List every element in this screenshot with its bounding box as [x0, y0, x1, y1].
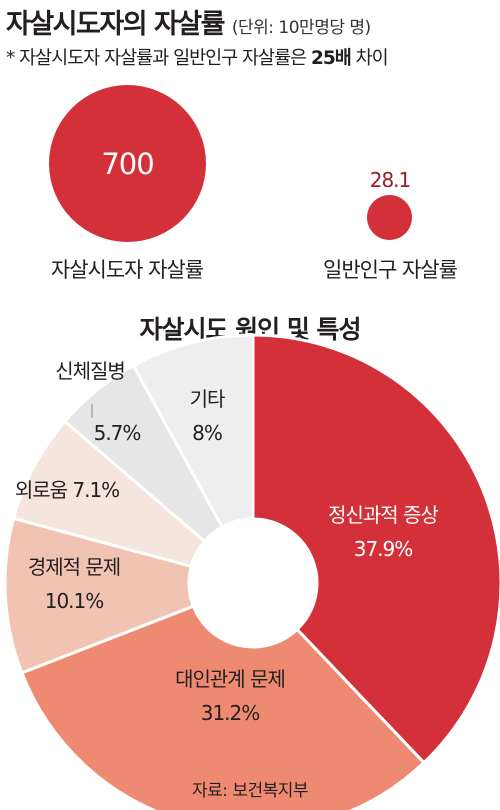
subtitle-suffix: 차이: [350, 48, 389, 69]
bubble-general: [367, 195, 412, 240]
bubble-attempters: 700: [49, 85, 206, 242]
unit-label: (단위: 10만명당 명): [231, 18, 371, 38]
slice-value-1: 31.2%: [201, 701, 260, 725]
bubble-general-label: 일반인구 자살률: [323, 258, 458, 282]
title-text: 자살시도자의 자살률: [6, 9, 225, 40]
slice-value-0: 37.9%: [354, 537, 413, 561]
donut-labels: 정신과적 증상 37.9% 대인관계 문제 31.2% 경제적 문제 10.1% 외로움 7…: [15, 359, 440, 725]
slice-1: [19, 604, 427, 810]
subtitle: * 자살시도자 자살률과 일반인구 자살률은 25배 차이: [6, 44, 389, 70]
subtitle-emphasis: 25배: [311, 48, 352, 69]
bubble-general-value: 28.1: [369, 168, 412, 192]
chart-title: 자살시도자의 자살률 (단위: 10만명당 명): [6, 2, 371, 41]
bubble-attempters-label: 자살시도자 자살률: [50, 258, 204, 282]
bubble-attempters-value: 700: [101, 146, 154, 181]
slice-5: [131, 333, 255, 529]
slice-label-3: 외로움 7.1%: [15, 478, 119, 502]
slice-label-2: 경제적 문제: [28, 555, 120, 579]
slice-value-2: 10.1%: [45, 589, 104, 613]
slice-label-4: 신체질병: [55, 359, 125, 383]
slice-value-4: 5.7%: [94, 421, 141, 445]
source-note: 자료: 보건복지부: [191, 781, 309, 801]
slice-value-5: 8%: [192, 421, 222, 445]
slice-label-5: 기타: [190, 387, 225, 411]
subtitle-prefix: * 자살시도자 자살률과 일반인구 자살률은: [6, 48, 311, 69]
slice-2: [3, 516, 196, 675]
slice-label-1: 대인관계 문제: [175, 667, 285, 691]
donut-slices: [3, 333, 500, 810]
slice-label-0: 정신과적 증상: [328, 503, 438, 527]
slice-0: [251, 333, 500, 765]
